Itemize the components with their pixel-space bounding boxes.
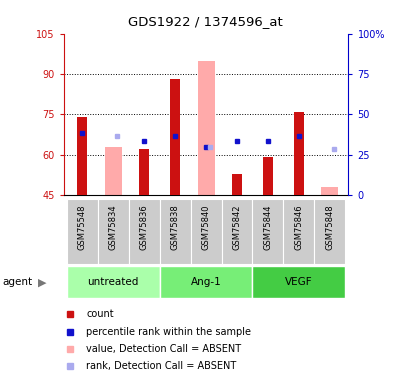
Text: GSM75846: GSM75846 bbox=[294, 204, 303, 250]
Bar bbox=[283, 199, 314, 264]
Text: GSM75842: GSM75842 bbox=[232, 204, 241, 249]
Text: rank, Detection Call = ABSENT: rank, Detection Call = ABSENT bbox=[86, 362, 236, 371]
Text: GSM75848: GSM75848 bbox=[325, 204, 334, 250]
Text: GSM75840: GSM75840 bbox=[201, 204, 210, 249]
Text: GSM75844: GSM75844 bbox=[263, 204, 272, 249]
Text: agent: agent bbox=[2, 277, 32, 287]
Text: GSM75834: GSM75834 bbox=[108, 204, 117, 250]
Bar bbox=[67, 266, 159, 298]
Bar bbox=[170, 80, 179, 195]
Bar bbox=[159, 199, 190, 264]
Text: GSM75548: GSM75548 bbox=[77, 204, 86, 249]
Bar bbox=[190, 199, 221, 264]
Bar bbox=[252, 199, 283, 264]
Text: Ang-1: Ang-1 bbox=[190, 277, 221, 287]
Text: VEGF: VEGF bbox=[284, 277, 312, 287]
Bar bbox=[263, 158, 272, 195]
Bar bbox=[232, 174, 241, 195]
Bar bbox=[221, 199, 252, 264]
Bar bbox=[252, 266, 344, 298]
Bar bbox=[77, 117, 87, 195]
Bar bbox=[197, 61, 214, 195]
Bar bbox=[128, 199, 159, 264]
Bar bbox=[104, 147, 121, 195]
Bar bbox=[67, 199, 97, 264]
Bar bbox=[97, 199, 128, 264]
Text: GSM75838: GSM75838 bbox=[170, 204, 179, 250]
Bar bbox=[321, 187, 337, 195]
Bar bbox=[139, 149, 148, 195]
Text: untreated: untreated bbox=[87, 277, 139, 287]
Text: GDS1922 / 1374596_at: GDS1922 / 1374596_at bbox=[127, 15, 282, 28]
Text: percentile rank within the sample: percentile rank within the sample bbox=[86, 327, 251, 337]
Bar bbox=[159, 266, 252, 298]
Text: GSM75836: GSM75836 bbox=[139, 204, 148, 250]
Text: ▶: ▶ bbox=[38, 277, 46, 287]
Bar bbox=[314, 199, 344, 264]
Text: value, Detection Call = ABSENT: value, Detection Call = ABSENT bbox=[86, 344, 241, 354]
Bar bbox=[294, 112, 303, 195]
Text: count: count bbox=[86, 309, 114, 320]
